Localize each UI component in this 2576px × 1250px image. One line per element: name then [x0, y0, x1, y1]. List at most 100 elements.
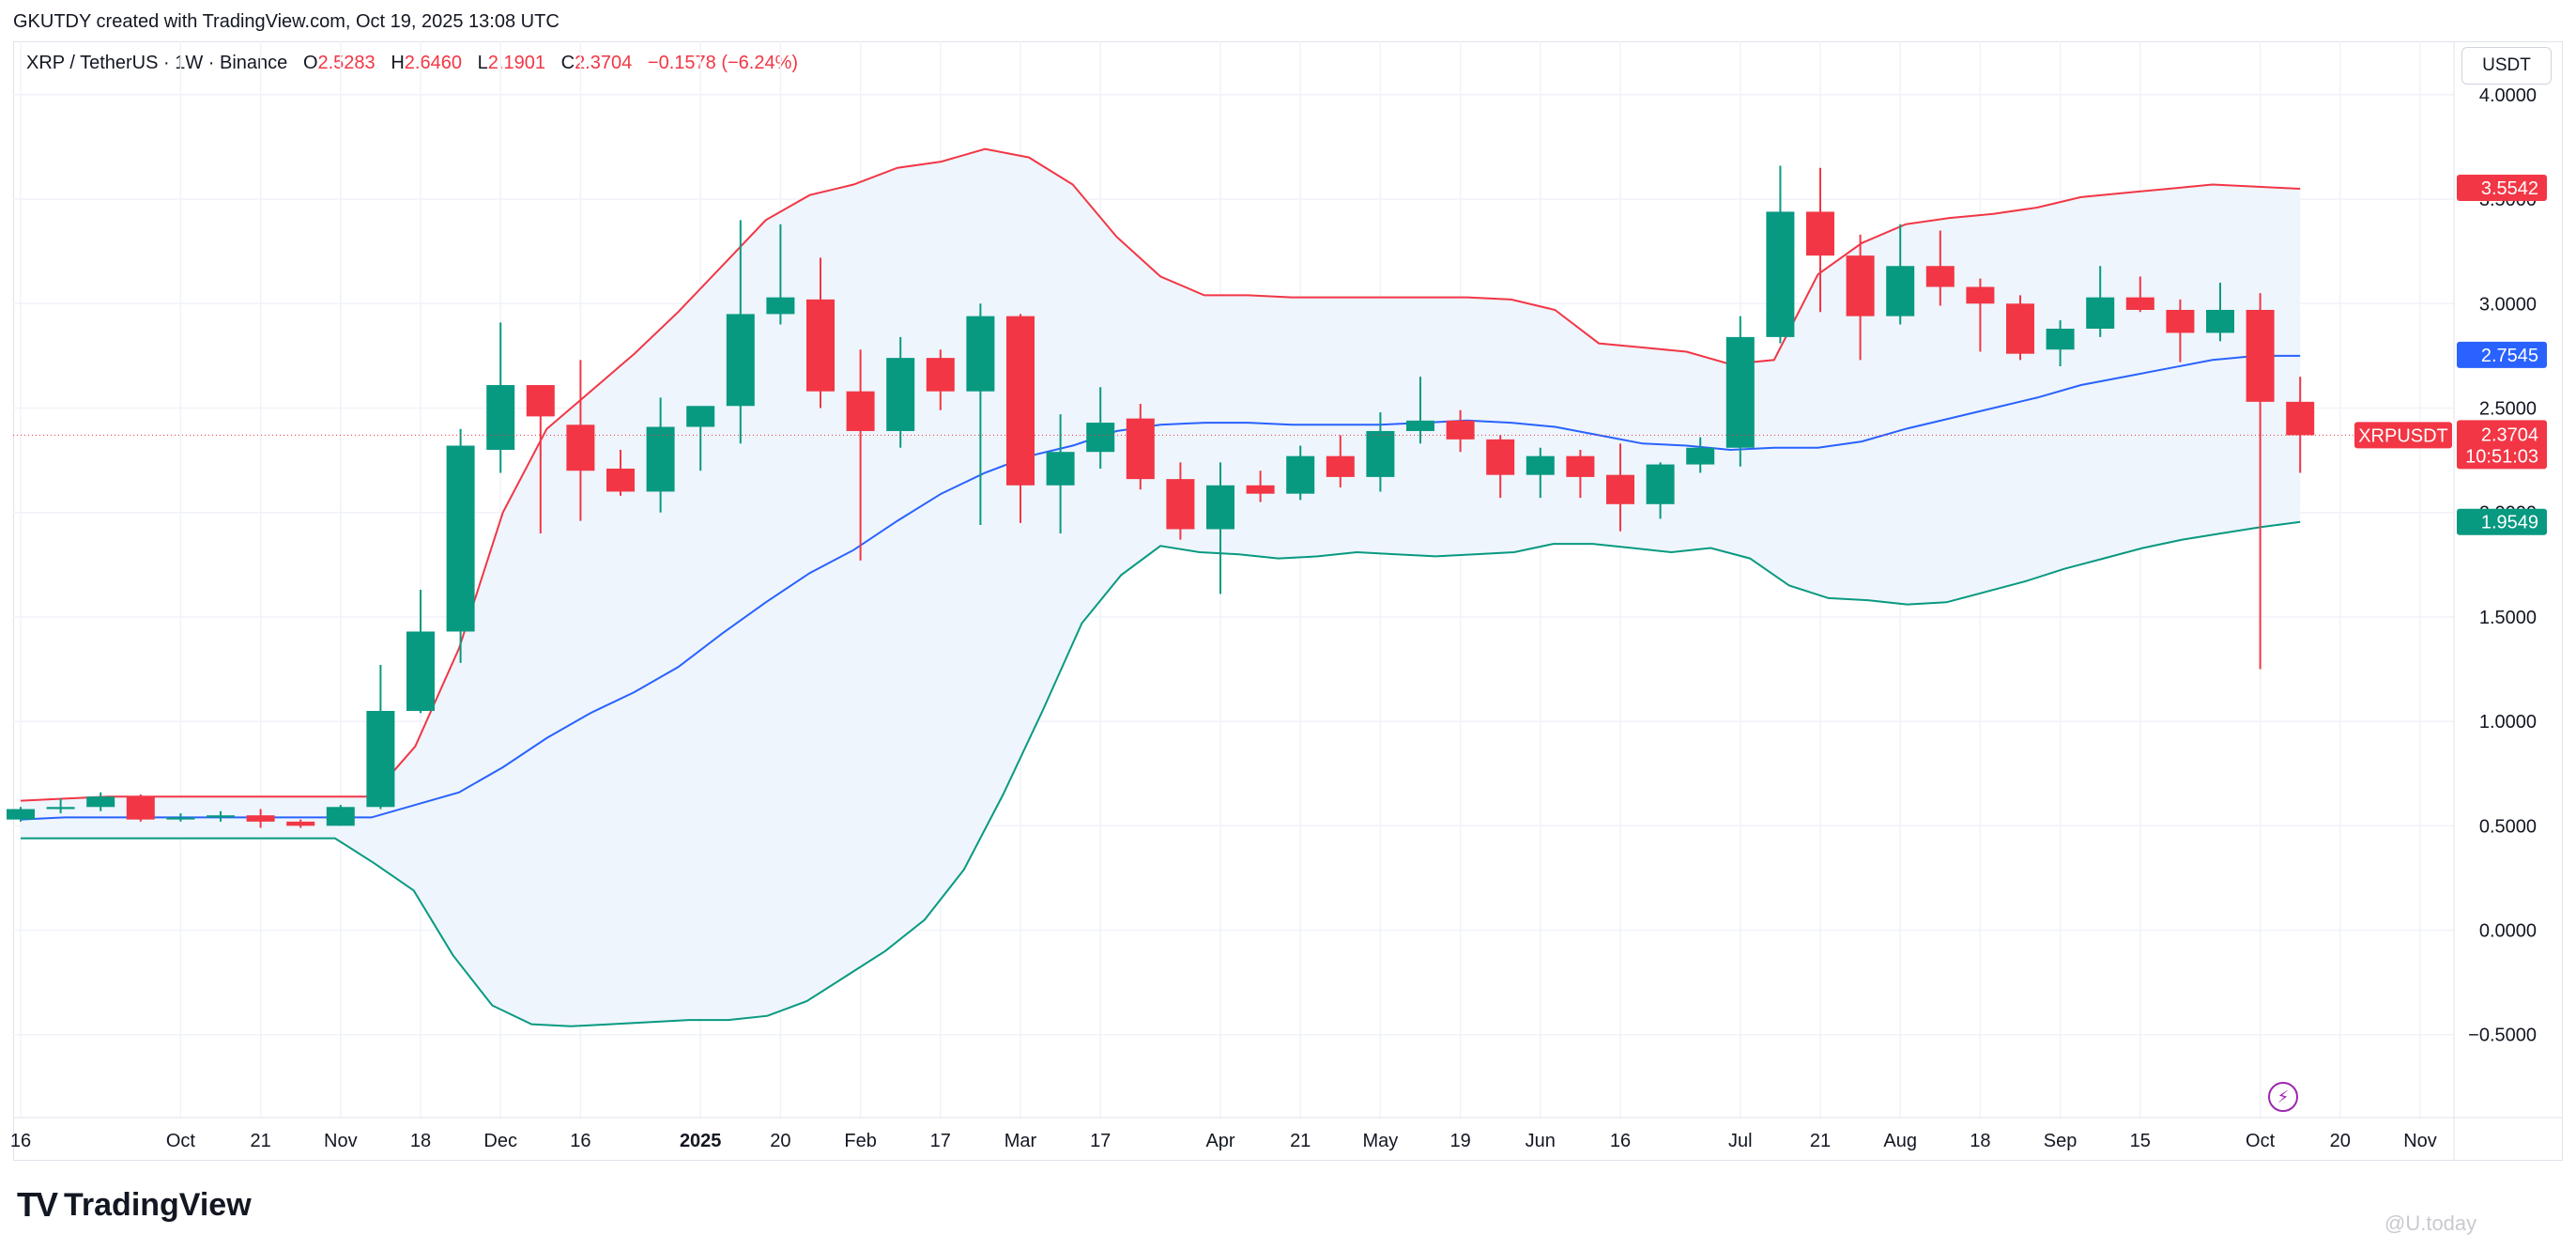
x-tick-label: Jul: [1728, 1131, 1753, 1151]
candle-body: [7, 809, 35, 820]
candle-body: [2125, 297, 2154, 310]
y-tick-label: 4.0000: [2479, 85, 2537, 106]
candle-body: [646, 426, 675, 492]
candle-body: [966, 316, 995, 392]
candle-body: [2166, 309, 2195, 333]
candle-body: [2006, 303, 2034, 354]
x-tick-label: 18: [410, 1131, 431, 1151]
candle-body: [286, 821, 315, 826]
candle-body: [1486, 439, 1515, 475]
candle-body: [886, 358, 915, 431]
x-tick-label: Mar: [1004, 1131, 1037, 1151]
candle-body: [526, 385, 555, 417]
candle-body: [86, 796, 115, 808]
close-label: C: [560, 53, 575, 73]
candle-body: [1886, 266, 1915, 316]
basis-tag-text: 2.7545: [2481, 346, 2538, 366]
candle-body: [46, 807, 75, 810]
candle-body: [726, 314, 755, 407]
bollinger-basis-line: [20, 354, 2301, 821]
y-tick-label: 1.0000: [2479, 712, 2537, 733]
x-tick-label: Jun: [1526, 1131, 1556, 1151]
open-label: O: [302, 53, 318, 73]
created-by-header: GKUTDY created with TradingView.com, Oct…: [13, 11, 560, 32]
symbol-tag-text: XRPUSDT: [2358, 425, 2448, 446]
tradingview-mark-icon: TV: [17, 1185, 58, 1224]
candle-body: [2246, 309, 2275, 402]
candle-body: [1966, 286, 1995, 304]
x-tick-label: 20: [2330, 1131, 2351, 1151]
x-tick-label: Dec: [483, 1131, 517, 1151]
low-label: L: [477, 53, 488, 73]
candle-body: [1006, 316, 1035, 486]
symbol-tag: [2354, 422, 2452, 449]
low-value: 2.1901: [487, 53, 545, 73]
lightning-icon[interactable]: ⚡: [2268, 1082, 2298, 1112]
candle-body: [1766, 211, 1795, 337]
upper-band-tag-text: 3.5542: [2481, 178, 2538, 199]
bollinger-upper-line: [20, 147, 2301, 802]
x-tick-label: Nov: [2403, 1131, 2437, 1151]
candle-body: [207, 815, 235, 818]
y-tick-label: 3.0000: [2479, 294, 2537, 315]
bollinger-band-fill: [21, 148, 2301, 1026]
candle-body: [2286, 401, 2315, 436]
chart-frame: [13, 41, 2563, 1161]
candle-body: [1446, 420, 1475, 440]
candle-body: [766, 297, 795, 315]
x-tick-label: May: [1363, 1131, 1399, 1151]
lower-band-tag-text: 1.9549: [2481, 513, 2538, 533]
x-tick-label: 16: [570, 1131, 590, 1151]
watermark: @U.today: [2384, 1211, 2477, 1235]
candle-body: [1286, 455, 1315, 494]
change-value: −0.1578 (−6.24%): [647, 53, 799, 73]
x-tick-label: 21: [250, 1131, 270, 1151]
candle-body: [246, 815, 275, 822]
candle-body: [1725, 336, 1755, 448]
candle-body: [1646, 464, 1675, 504]
candle-body: [1046, 452, 1075, 486]
currency-button[interactable]: USDT: [2461, 47, 2552, 85]
candle-body: [846, 391, 875, 431]
candle-body: [686, 406, 715, 427]
candle-body: [1406, 420, 1434, 431]
x-tick-label: Nov: [324, 1131, 358, 1151]
countdown-text: 10:51:03: [2465, 446, 2538, 467]
x-tick-label: Oct: [166, 1131, 196, 1151]
candle-body: [486, 385, 515, 450]
tradingview-logo: TV TradingView: [17, 1185, 252, 1225]
x-tick-label: 18: [1970, 1131, 1990, 1151]
x-tick-label: Aug: [1883, 1131, 1917, 1151]
candle-body: [446, 445, 475, 632]
candle-body: [1166, 479, 1195, 530]
candle-body: [1606, 474, 1634, 504]
high-value: 2.6460: [404, 53, 462, 73]
candle-body: [1846, 255, 1875, 316]
y-tick-label: 0.0000: [2479, 921, 2537, 942]
candle-body: [1526, 455, 1555, 475]
x-tick-label: 17: [1090, 1131, 1111, 1151]
x-tick-label: Sep: [2044, 1131, 2078, 1151]
candle-body: [1126, 418, 1155, 480]
lower-band-tag: [2457, 508, 2547, 535]
price-tag: [2457, 420, 2547, 470]
candle-body: [1206, 485, 1234, 530]
y-tick-label: −0.5000: [2468, 1026, 2537, 1046]
symbol-legend[interactable]: XRP / TetherUS · 1W · Binance O2.5283 H2…: [26, 53, 798, 74]
candle-body: [1686, 447, 1715, 465]
symbol-title[interactable]: XRP / TetherUS · 1W · Binance: [26, 53, 288, 73]
close-value: 2.3704: [575, 53, 633, 73]
candle-body: [126, 796, 155, 820]
x-tick-label: 21: [1810, 1131, 1831, 1151]
candle-body: [1566, 455, 1595, 477]
candle-body: [406, 631, 435, 711]
x-tick-label: Oct: [2246, 1131, 2276, 1151]
x-tick-label: 17: [930, 1131, 951, 1151]
x-tick-label: 20: [770, 1131, 790, 1151]
candle-body: [1925, 266, 1955, 287]
x-tick-label: 16: [1610, 1131, 1631, 1151]
x-tick-label: 21: [1290, 1131, 1311, 1151]
candle-body: [606, 468, 635, 492]
x-tick-label: Feb: [844, 1131, 876, 1151]
